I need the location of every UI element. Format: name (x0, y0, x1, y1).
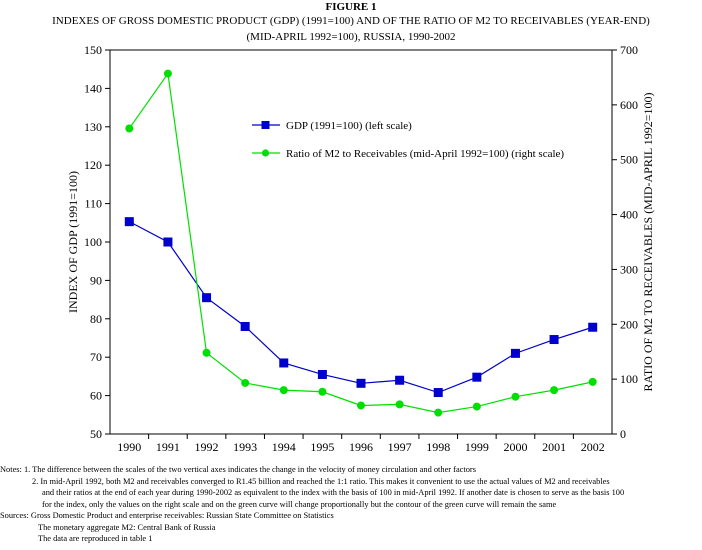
data-point (163, 237, 173, 247)
x-tick-label: 1992 (195, 440, 219, 454)
axes-group: 50 60 70 80 90 100 110 120 130 140 150 0 100 200 300 40… (66, 43, 655, 454)
right-tick-label: 200 (620, 317, 638, 331)
left-tick-label: 110 (84, 197, 102, 211)
legend-label: GDP (1991=100) (left scale) (286, 120, 412, 132)
source-2: The monetary aggregate M2: Central Bank … (38, 522, 216, 532)
data-point (395, 400, 404, 409)
data-point (472, 402, 481, 411)
left-tick-label: 140 (84, 81, 102, 95)
data-point (279, 386, 288, 395)
legend-label: Ratio of M2 to Receivables (mid-April 19… (286, 148, 564, 160)
data-point (395, 375, 405, 385)
series-line (129, 221, 593, 394)
ratio-series (125, 69, 597, 417)
data-point (588, 377, 597, 386)
chart-area: 50 60 70 80 90 100 110 120 130 140 150 0 100 200 300 40… (66, 43, 655, 454)
legend: GDP (1991=100) (left scale) Ratio of M2 t… (252, 120, 564, 160)
figure-label: FIGURE 1 (325, 1, 377, 13)
x-tick-label: 2000 (503, 440, 527, 454)
x-tick-label: 1998 (426, 440, 450, 454)
left-tick-label: 90 (90, 273, 102, 287)
data-point (240, 321, 250, 331)
data-point (550, 386, 559, 395)
data-point (434, 408, 443, 417)
left-tick-label: 100 (84, 235, 102, 249)
x-tick-label: 1999 (465, 440, 489, 454)
left-tick-label: 50 (90, 427, 102, 441)
data-point (549, 335, 559, 345)
data-point (202, 293, 212, 303)
gdp-series (124, 217, 598, 398)
x-tick-label: 1994 (272, 440, 296, 454)
data-point (241, 378, 250, 387)
data-point (124, 217, 134, 227)
right-tick-label: 300 (620, 262, 638, 276)
legend-marker (261, 121, 270, 129)
x-tick-label: 1993 (233, 440, 257, 454)
left-tick-label: 120 (84, 158, 102, 172)
source-1: Sources: Gross Domestic Product and ente… (0, 511, 334, 520)
left-axis-label: INDEX OF GDP (1991=100) (66, 171, 80, 313)
right-tick-label: 700 (620, 43, 638, 57)
legend-marker (261, 149, 270, 157)
x-tick-label: 2002 (581, 440, 605, 454)
data-point (317, 369, 327, 379)
data-point (163, 69, 172, 78)
left-tick-label: 70 (90, 350, 102, 364)
note-2-line1: 2. In mid-April 1992, both M2 and receiv… (32, 476, 610, 486)
right-tick-label: 600 (620, 98, 638, 112)
plot-frame (109, 49, 613, 435)
x-tick-label: 1996 (349, 440, 373, 454)
left-tick-label: 150 (84, 43, 102, 57)
data-point (279, 358, 289, 368)
x-tick-label: 1990 (117, 440, 141, 454)
left-tick-label: 60 (90, 389, 102, 403)
data-point (202, 348, 211, 357)
data-point (510, 348, 520, 358)
data-point (357, 401, 365, 410)
right-tick-label: 400 (620, 208, 638, 222)
data-point (433, 388, 443, 398)
x-tick-label: 2001 (542, 440, 566, 454)
note-2-line2: and their ratios at the end of each year… (42, 488, 625, 497)
data-point (472, 372, 482, 382)
data-point (356, 378, 366, 388)
data-point (125, 124, 134, 133)
right-axis-label: RATIO OF M2 TO RECEIVABLES (MID-APRIL 19… (641, 92, 655, 391)
notes-block: Notes: 1. The difference between the sca… (0, 464, 702, 545)
x-tick-label: 1995 (310, 440, 334, 454)
left-tick-label: 130 (84, 120, 102, 134)
left-tick-label: 80 (90, 312, 102, 326)
note-2-line3: for the index, only the values on the ri… (42, 499, 557, 509)
x-tick-label: 1991 (156, 440, 180, 454)
x-tick-label: 1997 (388, 440, 412, 454)
chart-title-line2: (MID-APRIL 1992=100), RUSSIA, 1990-2002 (246, 31, 456, 43)
right-tick-label: 100 (620, 372, 638, 386)
chart-title-line1: INDEXES OF GROSS DOMESTIC PRODUCT (GDP) … (52, 15, 650, 27)
data-point (588, 322, 598, 332)
source-3: The data are reproduced in table 1 (38, 534, 153, 543)
data-point (318, 387, 327, 396)
right-tick-label: 0 (620, 427, 626, 441)
data-point (511, 392, 520, 401)
right-tick-label: 500 (620, 153, 638, 167)
note-1: Notes: 1. The difference between the sca… (0, 465, 476, 474)
